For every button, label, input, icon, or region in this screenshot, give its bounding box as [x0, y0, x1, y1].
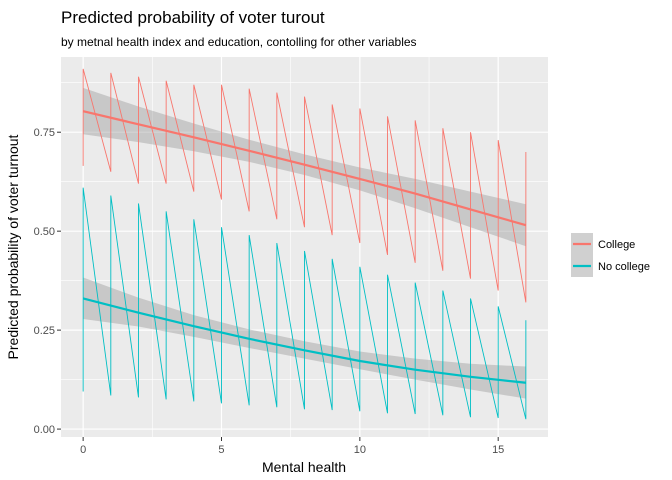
- x-tick-label: 0: [80, 444, 86, 456]
- raw-line-college: [82, 68, 527, 303]
- raw-lines: [82, 68, 527, 420]
- x-tick-label: 10: [354, 444, 366, 456]
- legend: College No college: [571, 233, 650, 277]
- y-tick-label: 0.00: [34, 424, 55, 436]
- y-tick-label: 0.50: [34, 226, 55, 238]
- fit-line-no-college: [82, 297, 526, 384]
- x-axis-title: Mental health: [262, 459, 346, 475]
- y-axis: 0.00 0.25 0.50 0.75: [34, 127, 61, 436]
- legend-label-no-college: No college: [598, 261, 650, 273]
- legend-label-college: College: [598, 239, 635, 251]
- y-tick-label: 0.25: [34, 325, 55, 337]
- y-axis-title: Predicted probability of voter turnout: [5, 134, 21, 359]
- fit-line-college: [82, 110, 527, 227]
- x-tick-label: 5: [218, 444, 224, 456]
- y-tick-label: 0.75: [34, 127, 55, 139]
- x-axis: 0 5 10 15: [80, 437, 504, 456]
- raw-line-no-college: [82, 187, 527, 420]
- fit-lines: [82, 110, 527, 384]
- x-tick-label: 15: [492, 444, 504, 456]
- chart-subtitle: by metnal health index and education, co…: [61, 35, 417, 49]
- chart-title: Predicted probability of voter turout: [61, 8, 325, 27]
